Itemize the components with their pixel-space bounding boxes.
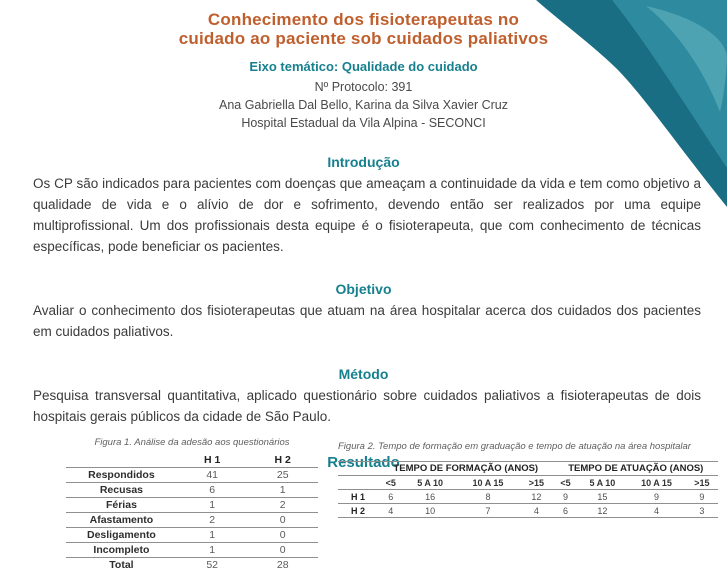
protocol-number: Nº Protocolo: 391 — [314, 80, 413, 94]
heading-objetivo: Objetivo — [335, 281, 392, 297]
heading-introducao: Introdução — [327, 154, 400, 170]
figure-2-caption: Figura 2. Tempo de formação em graduação… — [338, 441, 691, 452]
paragraph-objetivo: Avaliar o conhecimento dos fisioterapeut… — [33, 303, 701, 339]
heading-metodo: Método — [338, 366, 389, 382]
figure-2-table: TEMPO DE FORMAÇÃO (ANOS) TEMPO DE ATUAÇÃO… — [338, 461, 718, 518]
paragraph-metodo: Pesquisa transversal quantitativa, aplic… — [33, 388, 701, 424]
paragraph-introducao: Os CP são indicados para pacientes com d… — [33, 176, 701, 254]
page-title: Conhecimento dos fisioterapeutas no cuid… — [178, 10, 549, 48]
figure-1-adhesion: Figura 1. Análise da adesão aos question… — [66, 437, 318, 569]
figure-2-experience: Figura 2. Tempo de formação em graduação… — [338, 441, 718, 518]
poster-header: Conhecimento dos fisioterapeutas no cuid… — [0, 0, 727, 130]
theme-line: Eixo temático: Qualidade do cuidado — [249, 59, 478, 74]
figure-1-caption: Figura 1. Análise da adesão aos question… — [94, 437, 290, 448]
authors-line: Ana Gabriella Dal Bello, Karina da Silva… — [218, 98, 509, 112]
institution-line: Hospital Estadual da Vila Alpina - SECON… — [241, 116, 486, 130]
